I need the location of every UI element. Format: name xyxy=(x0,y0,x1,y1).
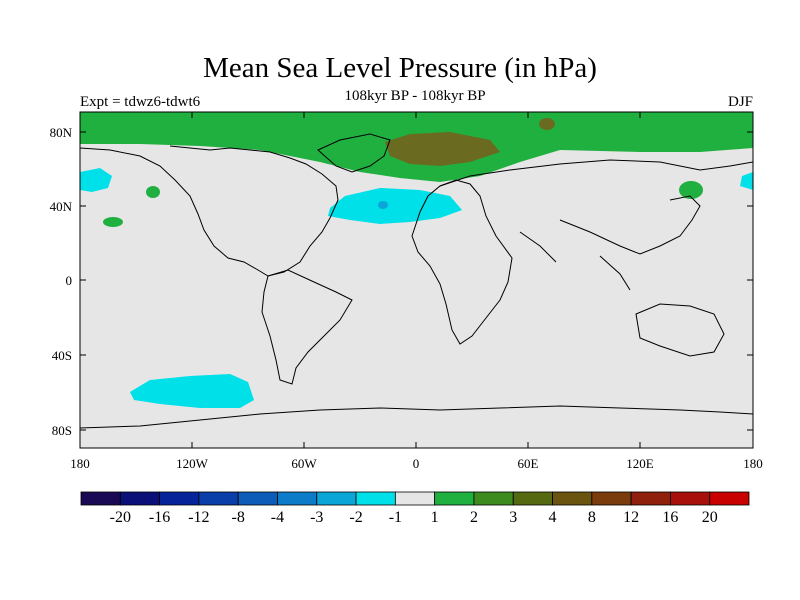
colorbar-swatch xyxy=(394,491,436,506)
colorbar-swatch xyxy=(552,491,593,506)
coast-south-america xyxy=(261,269,353,385)
coastlines xyxy=(80,133,753,429)
lon-label: 60E xyxy=(518,456,539,471)
colorbar-label: 20 xyxy=(702,509,718,526)
colorbar-swatch xyxy=(709,491,750,506)
colorbar-label: 8 xyxy=(588,509,596,526)
longitude-labels: 180 120W 60W 0 60E 120E 180 xyxy=(70,456,763,471)
japan-positive xyxy=(679,181,703,199)
colorbar-label: -20 xyxy=(110,509,131,526)
colorbar-label: 16 xyxy=(662,509,678,526)
colorbar-label: 4 xyxy=(549,509,557,526)
lon-label: 180 xyxy=(743,456,763,471)
season-label: DJF xyxy=(727,94,753,110)
colorbar-swatch xyxy=(80,491,121,506)
coast-australia xyxy=(635,303,725,357)
chart-title: Mean Sea Level Pressure (in hPa) xyxy=(203,52,597,84)
colorbar-swatch xyxy=(119,491,160,506)
colorbar-label: 1 xyxy=(431,509,439,526)
colorbar-label: 12 xyxy=(623,509,639,526)
pressure-anomaly-fills xyxy=(80,112,753,408)
colorbar-label: -8 xyxy=(232,509,245,526)
colorbar-label: 2 xyxy=(470,509,478,526)
lat-label: 80S xyxy=(52,423,72,438)
colorbar-swatch xyxy=(159,491,200,506)
atlantic-negative-region xyxy=(328,188,462,224)
npac-positive-1 xyxy=(146,186,160,198)
colorbar-swatch xyxy=(198,491,239,506)
colorbar-swatch xyxy=(512,491,553,506)
npac-negative-west xyxy=(80,168,112,192)
coast-eurasia xyxy=(439,159,753,291)
colorbar-swatch xyxy=(355,491,396,506)
coast-greenland xyxy=(317,133,391,173)
experiment-label: Expt = tdwz6-tdwt6 xyxy=(80,94,201,110)
south-pacific-negative-region xyxy=(130,374,254,408)
chart-subtitle: 108kyr BP - 108kyr BP xyxy=(344,88,486,104)
lon-label: 120W xyxy=(176,456,209,471)
colorbar-label: -2 xyxy=(349,509,362,526)
lon-label: 180 xyxy=(70,456,90,471)
colorbar-swatch xyxy=(630,491,671,506)
lat-label: 40S xyxy=(52,348,72,363)
colorbar-labels: -20 -16 -12 -8 -4 -3 -2 -1 1 2 3 4 8 12 16 20 xyxy=(110,509,718,526)
npac-positive-2 xyxy=(103,217,123,227)
latitude-labels: 80N 40N 0 40S 80S xyxy=(50,125,73,438)
colorbar-swatch xyxy=(434,491,475,506)
colorbar-swatch xyxy=(237,491,278,506)
colorbar-swatch xyxy=(591,491,632,506)
npac-negative-east xyxy=(740,172,753,190)
colorbar-label: 3 xyxy=(509,509,517,526)
coast-antarctica xyxy=(80,405,753,429)
colorbar-label: -12 xyxy=(188,509,209,526)
colorbar-swatch xyxy=(473,491,514,506)
lat-label: 40N xyxy=(50,199,73,214)
colorbar-swatch xyxy=(277,491,318,506)
arctic-core-region xyxy=(385,132,500,166)
axis-ticks xyxy=(79,112,754,448)
lat-label: 0 xyxy=(66,273,73,288)
lon-label: 120E xyxy=(626,456,654,471)
colorbar-swatch xyxy=(316,491,357,506)
lon-label: 0 xyxy=(413,456,420,471)
colorbar-label: -4 xyxy=(271,509,284,526)
atlantic-negative-core xyxy=(378,201,388,209)
coast-north-america xyxy=(80,145,339,277)
arctic-small-core xyxy=(539,118,555,130)
lat-label: 80N xyxy=(50,125,73,140)
colorbar-label: -1 xyxy=(389,509,402,526)
colorbar-label: -16 xyxy=(149,509,170,526)
lon-label: 60W xyxy=(291,456,317,471)
colorbar-label: -3 xyxy=(310,509,323,526)
colorbar xyxy=(80,491,750,506)
colorbar-swatch xyxy=(670,491,711,506)
